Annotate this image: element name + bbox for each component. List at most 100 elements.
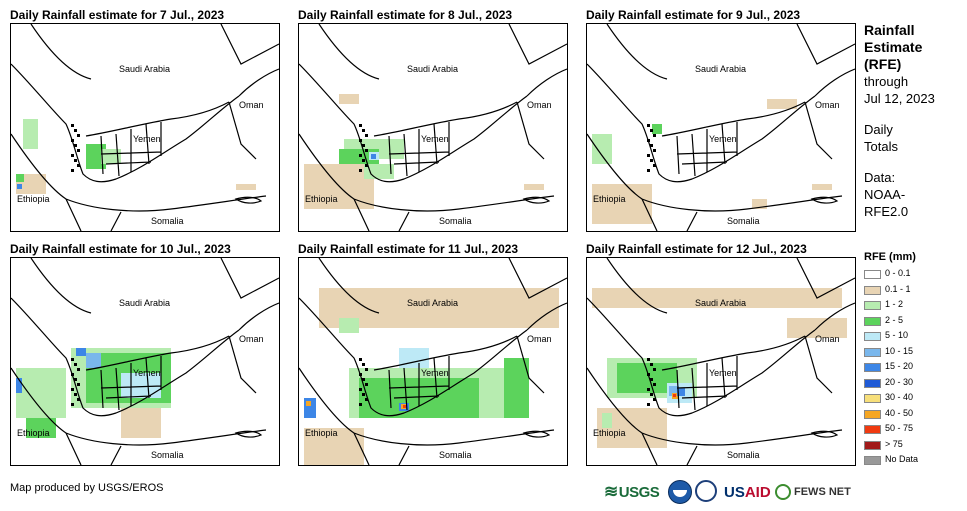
somalia-label: Somalia [439, 450, 472, 460]
island-marker [647, 169, 650, 172]
island-marker [77, 134, 80, 137]
island-marker [74, 378, 77, 381]
legend-swatch [864, 347, 881, 357]
island-marker [647, 373, 650, 376]
country-border [228, 302, 279, 394]
rfe-title: Rainfall Estimate (RFE) [864, 22, 923, 72]
oman-label: Oman [815, 100, 840, 110]
island-marker [71, 139, 74, 142]
legend-swatch [864, 363, 881, 372]
somalia-label: Somalia [151, 216, 184, 226]
island-marker [650, 363, 653, 366]
usgs-logo: ≋ USGS [604, 482, 660, 501]
island-marker [362, 159, 365, 162]
panel-title: Daily Rainfall estimate for 7 Jul., 2023 [10, 8, 225, 22]
rainfall-area [504, 358, 529, 418]
island-marker [71, 373, 74, 376]
legend-label: 10 - 15 [885, 345, 914, 356]
island-marker [77, 149, 80, 152]
ethiopia-label: Ethiopia [17, 428, 50, 438]
island-marker [359, 169, 362, 172]
island-marker [365, 164, 368, 167]
country-border [228, 68, 279, 160]
map-frame: Saudi Arabia Oman Yemen Ethiopia Somalia [298, 23, 568, 232]
island-marker [653, 368, 656, 371]
island-marker [365, 149, 368, 152]
rainfall-area [673, 394, 676, 397]
legend-label: 15 - 20 [885, 361, 914, 371]
country-border [661, 101, 806, 137]
rainfall-area [524, 184, 544, 190]
ethiopia-label: Ethiopia [593, 428, 626, 438]
rainfall-area [17, 184, 22, 189]
totals-label: Daily Totals [864, 122, 898, 154]
legend-label: 50 - 75 [885, 423, 914, 433]
island-marker [650, 144, 653, 147]
map-frame: Saudi Arabia Oman Yemen Ethiopia Somalia [10, 23, 280, 232]
island-marker [647, 124, 650, 127]
rainfall-area [602, 413, 612, 428]
data-source: Data: NOAA- RFE2.0 [864, 170, 909, 219]
rainfall-area [236, 184, 256, 190]
legend-swatch [864, 394, 881, 403]
rainfall-map: Saudi Arabia Oman Yemen Ethiopia Somalia [299, 24, 567, 231]
island-marker [359, 139, 362, 142]
country-border [661, 335, 806, 371]
rainfall-area [752, 199, 767, 209]
saudi-arabia-label: Saudi Arabia [695, 298, 746, 308]
country-border [318, 258, 567, 314]
rainfall-area [16, 378, 22, 393]
legend-swatch [864, 301, 881, 310]
legend-swatch [864, 332, 881, 341]
island-marker [359, 124, 362, 127]
country-border [587, 297, 816, 417]
partner-logos: ≋ USGS US AID FEWS NET [604, 480, 854, 504]
ethiopia-label: Ethiopia [305, 428, 338, 438]
rainfall-map: Saudi Arabia Oman Yemen Ethiopia Somalia [11, 258, 279, 465]
island-marker [74, 393, 77, 396]
island-marker [653, 164, 656, 167]
oman-label: Oman [239, 334, 264, 344]
rainfall-area [669, 386, 679, 396]
island-marker [365, 368, 368, 371]
somalia-label: Somalia [727, 216, 760, 226]
legend-swatch [864, 425, 881, 434]
rainfall-area [677, 388, 685, 396]
island-marker [647, 388, 650, 391]
country-border [85, 335, 230, 371]
island-marker [650, 129, 653, 132]
rainfall-area [16, 368, 66, 418]
island-marker [653, 398, 656, 401]
panel-title: Daily Rainfall estimate for 11 Jul., 202… [298, 242, 519, 256]
rainfall-area [339, 94, 359, 104]
island-marker [653, 134, 656, 137]
rainfall-area [26, 418, 56, 438]
rainfall-area [339, 318, 359, 333]
rainfall-area [767, 99, 797, 109]
noaa-logo [668, 480, 692, 504]
oman-label: Oman [527, 100, 552, 110]
country-border [100, 122, 162, 177]
country-border [11, 297, 240, 417]
island-marker [74, 159, 77, 162]
rainfall-area [16, 174, 24, 182]
somalia-label: Somalia [439, 216, 472, 226]
credit-text: Map produced by USGS/EROS [10, 482, 164, 494]
island-marker [71, 154, 74, 157]
island-marker [362, 144, 365, 147]
country-border [11, 133, 267, 231]
saudi-arabia-label: Saudi Arabia [407, 298, 458, 308]
island-marker [77, 368, 80, 371]
map-frame: Saudi Arabia Oman Yemen Ethiopia Somalia [586, 23, 856, 232]
island-marker [359, 373, 362, 376]
legend-label: 0 - 0.1 [885, 268, 911, 278]
country-border [234, 430, 263, 438]
saudi-arabia-label: Saudi Arabia [407, 64, 458, 74]
island-marker [650, 378, 653, 381]
rainfall-area [403, 405, 406, 408]
legend-label: 20 - 30 [885, 376, 914, 387]
rainfall-area [592, 134, 612, 164]
island-marker [362, 378, 365, 381]
island-marker [71, 124, 74, 127]
oman-label: Oman [239, 100, 264, 110]
